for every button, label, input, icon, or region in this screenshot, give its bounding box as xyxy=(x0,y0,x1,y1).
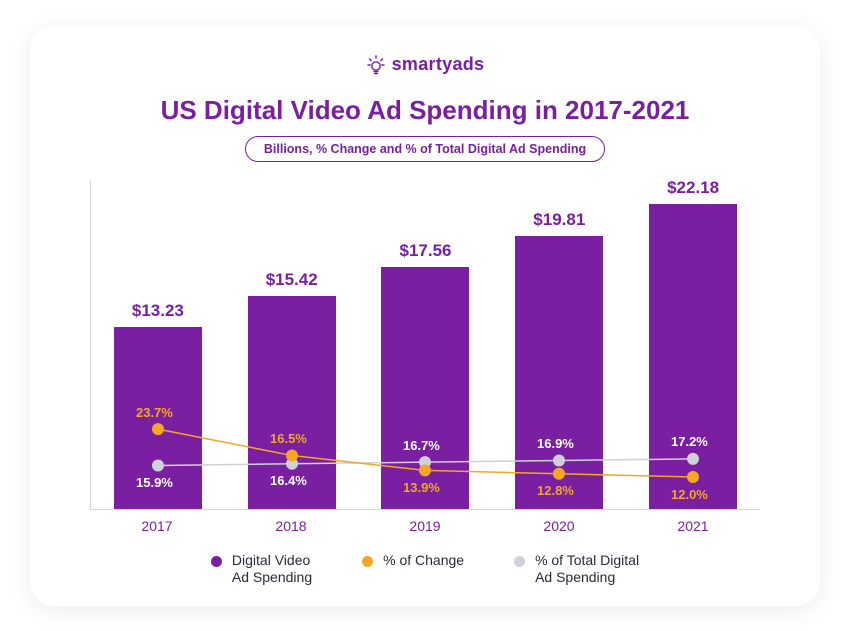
x-axis-labels: 2017 2018 2019 2020 2021 xyxy=(90,518,760,534)
x-axis-label: 2018 xyxy=(247,518,335,534)
bar-value-label: $22.18 xyxy=(667,178,719,198)
chart-title: US Digital Video Ad Spending in 2017-202… xyxy=(80,95,770,126)
bar xyxy=(515,236,603,508)
bar-column: $19.81 xyxy=(515,210,603,508)
brand-name: smartyads xyxy=(392,54,485,75)
bar xyxy=(381,267,469,508)
legend-label: % of Change xyxy=(383,552,464,570)
bars-container: $13.23 $15.42 $17.56 $19.81 $22.18 xyxy=(91,180,760,509)
total-series-value-label: 15.9% xyxy=(136,475,173,490)
bar-value-label: $19.81 xyxy=(533,210,585,230)
bar-column: $22.18 xyxy=(649,178,737,509)
legend-swatch-icon xyxy=(211,556,222,567)
legend-label: % of Total DigitalAd Spending xyxy=(535,552,639,587)
bar-column: $17.56 xyxy=(381,241,469,508)
legend-swatch-icon xyxy=(362,556,373,567)
bar-value-label: $17.56 xyxy=(399,241,451,261)
bar-value-label: $15.42 xyxy=(266,270,318,290)
x-axis-label: 2020 xyxy=(515,518,603,534)
change-series-value-label: 16.5% xyxy=(270,431,307,446)
lightbulb-icon xyxy=(366,54,386,76)
chart-legend: Digital VideoAd Spending % of Change % of … xyxy=(80,552,770,587)
legend-swatch-icon xyxy=(514,556,525,567)
total-series-value-label: 16.4% xyxy=(270,473,307,488)
total-series-value-label: 16.7% xyxy=(403,438,440,453)
bar-value-label: $13.23 xyxy=(132,301,184,321)
legend-label: Digital VideoAd Spending xyxy=(232,552,312,587)
x-axis-label: 2017 xyxy=(113,518,201,534)
chart-subtitle: Billions, % Change and % of Total Digita… xyxy=(245,136,605,162)
chart-plot-area: $13.23 $15.42 $17.56 $19.81 $22.18 15.9% 16.4… xyxy=(90,180,760,510)
change-series-value-label: 13.9% xyxy=(403,480,440,495)
legend-item: % of Total DigitalAd Spending xyxy=(514,552,639,587)
legend-item: Digital VideoAd Spending xyxy=(211,552,312,587)
legend-item: % of Change xyxy=(362,552,464,587)
total-series-value-label: 17.2% xyxy=(671,434,708,449)
change-series-value-label: 12.8% xyxy=(537,483,574,498)
total-series-value-label: 16.9% xyxy=(537,436,574,451)
brand-logo: smartyads xyxy=(80,54,770,81)
change-series-value-label: 12.0% xyxy=(671,487,708,502)
x-axis-label: 2021 xyxy=(649,518,737,534)
bar xyxy=(649,204,737,509)
x-axis-label: 2019 xyxy=(381,518,469,534)
change-series-value-label: 23.7% xyxy=(136,405,173,420)
chart-card: smartyads US Digital Video Ad Spending i… xyxy=(30,26,820,606)
